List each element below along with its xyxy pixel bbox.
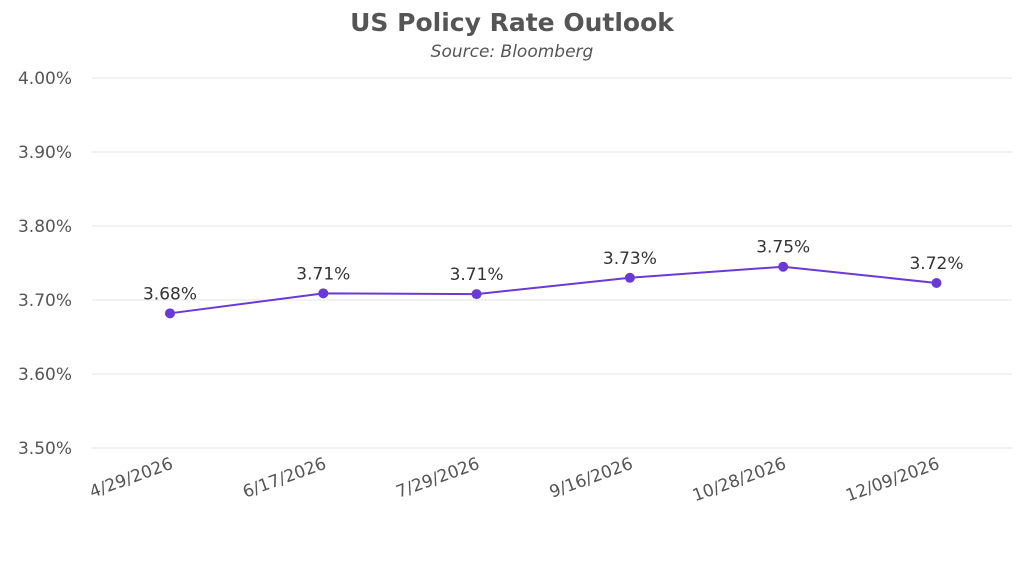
- y-tick-label: 3.70%: [18, 291, 72, 311]
- x-axis-ticks: 4/29/2026 6/17/2026 7/29/2026 9/16/2026 10/2…: [87, 454, 942, 506]
- chart-title: US Policy Rate Outlook: [350, 8, 674, 37]
- x-tick-label: 9/16/2026: [547, 454, 636, 503]
- x-tick-label: 12/09/2026: [843, 454, 942, 506]
- data-point: [471, 289, 482, 300]
- x-tick-label: 7/29/2026: [394, 454, 483, 503]
- y-tick-label: 3.60%: [18, 365, 72, 385]
- x-tick-label: 6/17/2026: [240, 454, 329, 503]
- x-tick-label: 10/28/2026: [690, 454, 789, 506]
- data-label: 3.71%: [450, 265, 504, 285]
- series-line: [169, 265, 937, 315]
- x-tick-label: 4/29/2026: [87, 454, 176, 503]
- data-label: 3.75%: [756, 238, 810, 258]
- data-point: [165, 308, 175, 319]
- data-label: 3.68%: [143, 284, 197, 304]
- data-point: [778, 261, 789, 272]
- gridlines: [92, 77, 1012, 449]
- y-tick-label: 3.50%: [18, 439, 72, 459]
- data-label: 3.72%: [909, 254, 963, 274]
- chart-subtitle: Source: Bloomberg: [430, 42, 594, 62]
- data-points: [165, 261, 942, 319]
- y-tick-label: 3.80%: [18, 217, 72, 237]
- series-line-group: [169, 265, 937, 315]
- y-tick-label: 4.00%: [18, 69, 72, 89]
- y-axis-ticks: 3.50% 3.60% 3.70% 3.80% 3.90% 4.00%: [18, 69, 72, 459]
- data-label: 3.73%: [603, 249, 657, 269]
- data-point: [931, 277, 942, 288]
- data-point: [624, 272, 635, 283]
- data-labels: 3.68% 3.71% 3.71% 3.73% 3.75% 3.72%: [143, 238, 964, 305]
- y-tick-label: 3.90%: [18, 143, 72, 163]
- data-label: 3.71%: [296, 264, 350, 284]
- data-point: [318, 288, 329, 299]
